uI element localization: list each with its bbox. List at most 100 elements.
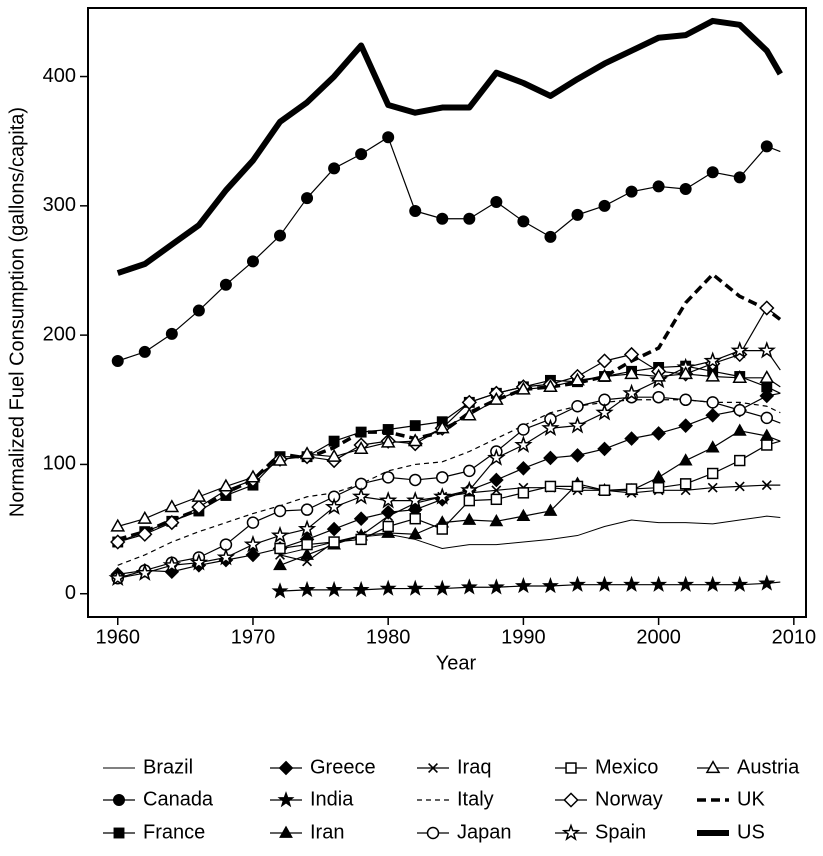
series-line [117, 399, 781, 566]
data-point [380, 504, 396, 520]
data-point [433, 579, 451, 596]
series-line [117, 272, 782, 542]
data-point [624, 366, 639, 380]
data-point [514, 577, 532, 594]
data-point [328, 435, 340, 447]
data-point [408, 473, 422, 487]
data-point [571, 480, 584, 493]
data-point [705, 440, 720, 453]
data-point [595, 403, 614, 421]
data-point [678, 418, 693, 433]
data-point [517, 423, 530, 436]
series-line [117, 365, 781, 543]
data-point [544, 480, 557, 493]
data-point [219, 278, 232, 291]
y-axis-label: Normalized Fuel Consumption (gallons/cap… [6, 107, 28, 517]
data-point [597, 368, 612, 382]
data-point [406, 579, 424, 596]
data-point [489, 391, 504, 405]
data-point [300, 503, 314, 516]
data-point [490, 195, 503, 208]
data-point [407, 433, 423, 447]
data-point [677, 575, 695, 592]
legend-marker [113, 794, 125, 806]
data-point [273, 504, 287, 518]
data-point [298, 580, 316, 598]
data-point [462, 512, 477, 525]
data-point [730, 340, 749, 359]
data-point [758, 574, 776, 591]
data-point [596, 353, 613, 369]
data-point [514, 435, 533, 453]
data-point [192, 304, 205, 317]
legend-marker [277, 791, 295, 808]
data-point [218, 478, 234, 492]
x-tick-label: 1960 [95, 626, 140, 648]
data-point [623, 575, 641, 592]
legend-label: Norway [595, 788, 663, 810]
data-point [706, 166, 719, 179]
series-line [117, 136, 781, 362]
legend-label: Mexico [595, 756, 658, 778]
data-point [436, 212, 449, 225]
data-point [541, 577, 559, 594]
legend-label: Japan [457, 821, 512, 843]
legend-label: Italy [457, 788, 494, 810]
legend-marker [561, 823, 581, 841]
x-tick-label: 2000 [636, 626, 681, 648]
data-point [516, 460, 531, 476]
data-point [543, 378, 558, 392]
data-point [382, 424, 394, 435]
data-point [135, 563, 154, 581]
data-point [137, 510, 153, 524]
data-point [110, 518, 126, 532]
x-axis-label: Year [436, 652, 477, 674]
data-point [623, 346, 640, 363]
data-point [570, 448, 585, 463]
data-point [246, 255, 259, 268]
data-point [274, 229, 287, 242]
data-point [383, 511, 394, 522]
data-point [704, 575, 722, 592]
data-point [381, 471, 395, 484]
data-point [461, 407, 477, 421]
data-point [326, 521, 342, 537]
data-point [328, 162, 341, 175]
x-tick-label: 1980 [366, 626, 411, 648]
data-point [436, 471, 449, 484]
legend-marker [426, 826, 440, 840]
y-tick-label: 0 [65, 582, 76, 604]
data-point [326, 448, 342, 462]
data-point [463, 212, 476, 225]
data-point [761, 439, 773, 451]
legend-label: Brazil [143, 756, 193, 778]
data-point [300, 547, 314, 560]
legend-label: UK [737, 788, 765, 810]
data-point [761, 480, 772, 491]
data-point [651, 426, 666, 441]
data-point [243, 534, 263, 553]
data-point [705, 368, 721, 382]
data-point [650, 575, 668, 592]
data-point [516, 508, 531, 522]
data-point [733, 403, 746, 417]
data-point [328, 536, 340, 548]
data-point [273, 557, 287, 571]
data-point [355, 533, 367, 546]
data-point [409, 420, 421, 432]
data-point [543, 450, 558, 466]
data-point [108, 568, 127, 587]
data-point [622, 383, 641, 402]
data-point [409, 205, 422, 217]
data-point [297, 519, 317, 537]
data-point [491, 485, 502, 496]
data-point [705, 407, 721, 423]
data-point [460, 480, 479, 499]
data-point [678, 366, 693, 380]
legend-label: Greece [310, 756, 376, 778]
data-point [651, 368, 666, 382]
data-point [568, 415, 587, 434]
data-point [516, 381, 531, 395]
y-tick-label: 100 [43, 453, 76, 475]
